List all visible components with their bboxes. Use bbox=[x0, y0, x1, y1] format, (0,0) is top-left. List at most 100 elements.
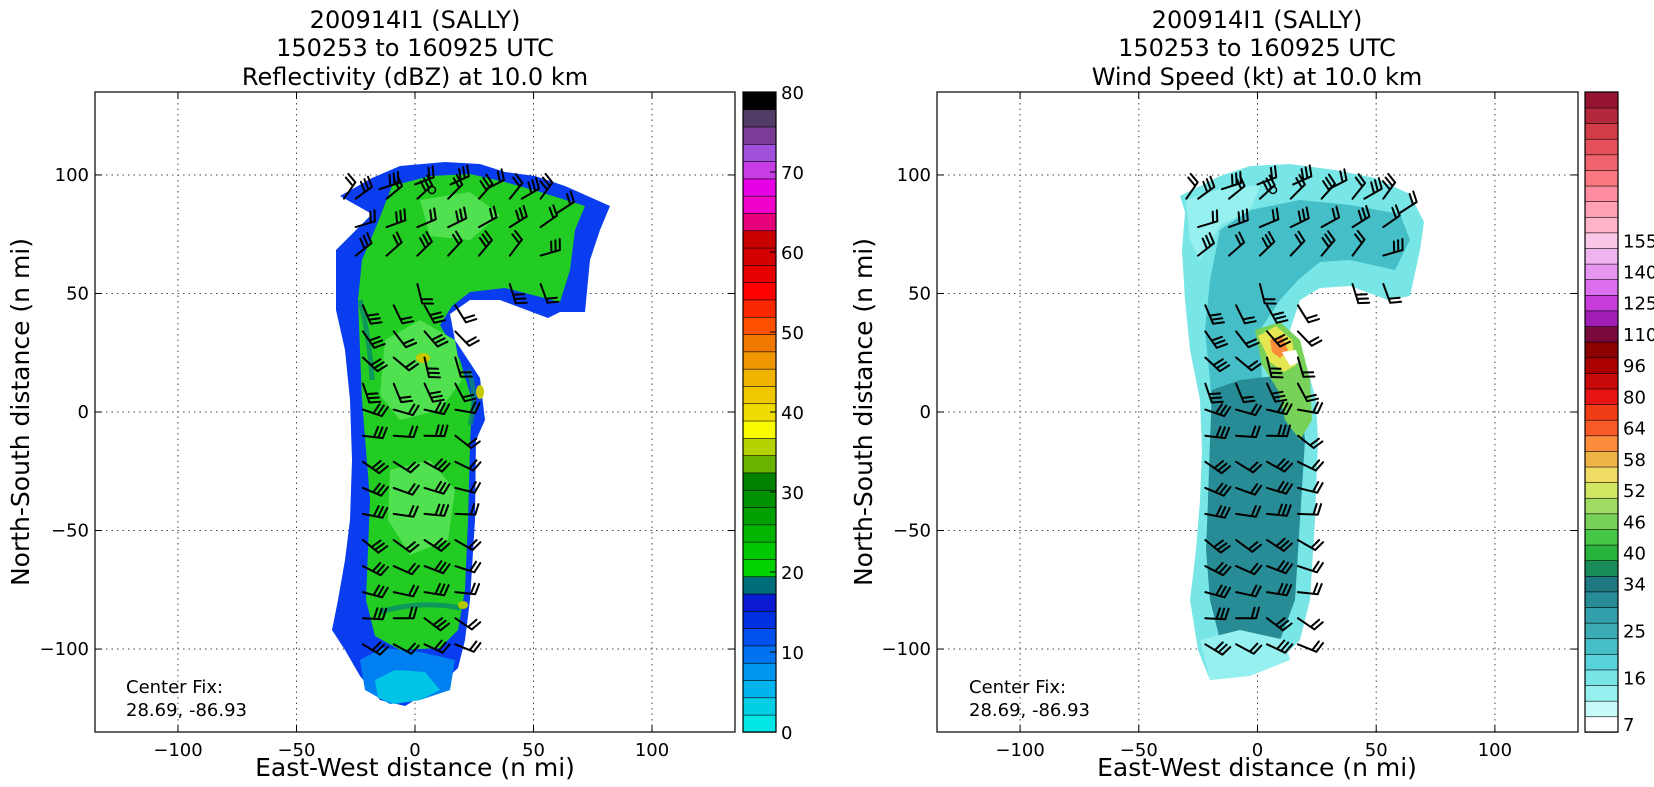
colorbar-swatch bbox=[742, 126, 777, 145]
wind-barb bbox=[478, 173, 494, 200]
colorbar-swatch bbox=[742, 264, 777, 283]
colorbar-swatch bbox=[1584, 341, 1619, 359]
wind-barb bbox=[1296, 640, 1324, 653]
wind-barb bbox=[454, 330, 480, 347]
colorbar-swatch bbox=[1584, 403, 1619, 421]
wind-barb bbox=[508, 173, 524, 200]
wind-center-fix-label: Center Fix: bbox=[969, 677, 1066, 698]
colorbar-swatch bbox=[1584, 700, 1619, 718]
x-tick-label: −50 bbox=[277, 740, 315, 761]
colorbar-swatch bbox=[1584, 669, 1619, 686]
wind-barb bbox=[361, 382, 382, 404]
wind-barb bbox=[539, 283, 560, 304]
wind-barb bbox=[416, 207, 437, 229]
colorbar-swatch bbox=[742, 524, 777, 543]
wind-barb bbox=[454, 304, 478, 324]
colorbar-swatch bbox=[742, 333, 777, 353]
wind-barb bbox=[361, 607, 388, 621]
wind-barb bbox=[354, 175, 373, 200]
reflectivity-field bbox=[332, 162, 610, 706]
wind-barb bbox=[361, 403, 389, 418]
wind-barb bbox=[1351, 283, 1371, 305]
wind-barb bbox=[539, 172, 554, 200]
wind-barb bbox=[454, 434, 481, 449]
colorbar-tick-label: 96 bbox=[1623, 356, 1646, 377]
wind-barb bbox=[1296, 539, 1324, 551]
wind-barb bbox=[1266, 639, 1294, 654]
colorbar-swatch bbox=[742, 281, 777, 301]
wind-barb bbox=[454, 503, 480, 516]
colorbar-swatch bbox=[1584, 154, 1619, 171]
wind-barb bbox=[1235, 330, 1260, 349]
colorbar-swatch bbox=[742, 558, 777, 578]
colorbar-swatch bbox=[1584, 357, 1619, 374]
reflectivity-light-patch bbox=[388, 460, 455, 555]
colorbar-tick-label: 25 bbox=[1623, 622, 1646, 643]
wind-barb bbox=[423, 560, 451, 575]
wind-barb bbox=[361, 356, 388, 373]
wind-barb bbox=[1197, 232, 1215, 257]
colorbar-swatch bbox=[742, 108, 777, 128]
wind-barb bbox=[1266, 356, 1284, 379]
wind-barb bbox=[416, 283, 435, 305]
wind-barb bbox=[1258, 207, 1280, 229]
colorbar-swatch bbox=[1584, 232, 1619, 249]
wind-barb bbox=[1266, 560, 1294, 575]
wind-center-fix-value: 28.69, -86.93 bbox=[969, 700, 1090, 721]
wind-barb bbox=[361, 304, 383, 325]
colorbar-swatch bbox=[742, 627, 777, 647]
colorbar-swatch bbox=[742, 299, 777, 318]
wind-barb bbox=[454, 640, 482, 653]
wind-barb bbox=[423, 401, 451, 416]
wind-barb bbox=[423, 330, 449, 348]
x-tick-label: 50 bbox=[1365, 740, 1388, 761]
wind-barb bbox=[1296, 617, 1324, 631]
wind-barb bbox=[1228, 208, 1249, 229]
reflectivity-panel: 200914I1 (SALLY) 150253 to 160925 UTC Re… bbox=[6, 6, 804, 782]
wind-barb bbox=[1351, 205, 1371, 229]
wind-barb bbox=[1197, 175, 1216, 200]
wind-barb bbox=[1258, 283, 1277, 305]
colorbar-swatch bbox=[1584, 294, 1619, 312]
wind-barb bbox=[1258, 174, 1276, 200]
wind-barb bbox=[361, 584, 389, 599]
colorbar-tick-label: 10 bbox=[781, 643, 804, 664]
colorbar-swatch bbox=[742, 576, 777, 595]
colorbar-swatch bbox=[1584, 388, 1619, 405]
wind-barb bbox=[392, 606, 418, 620]
colorbar-swatch bbox=[742, 420, 777, 439]
colorbar-swatch bbox=[742, 593, 777, 612]
wind-barb bbox=[1235, 356, 1262, 372]
colorbar-swatch bbox=[742, 143, 777, 162]
wind-barb bbox=[342, 172, 357, 200]
colorbar-swatch bbox=[1584, 684, 1619, 702]
colorbar-swatch bbox=[1584, 481, 1619, 499]
colorbar-swatch bbox=[1584, 169, 1619, 187]
colorbar-tick-label: 80 bbox=[781, 83, 804, 104]
center-marker bbox=[1268, 185, 1278, 195]
wind-barb bbox=[454, 382, 477, 403]
wind-barb bbox=[1296, 356, 1316, 378]
wind-barb bbox=[392, 403, 420, 417]
colorbar-tick-label: 30 bbox=[781, 483, 804, 504]
wind-barb bbox=[1289, 174, 1306, 200]
colorbar-swatch bbox=[1584, 528, 1619, 546]
wind-axis-ticks: −100 −50 0 50 100 −100 −50 0 50 100 bbox=[882, 92, 1578, 761]
colorbar-tick-label: 110 bbox=[1623, 325, 1654, 346]
wind-barb bbox=[1235, 642, 1263, 655]
wind-barb bbox=[454, 539, 482, 551]
y-tick-label: 100 bbox=[55, 165, 89, 186]
colorbar-tick-label: 58 bbox=[1623, 450, 1646, 471]
y-tick-label: −50 bbox=[893, 521, 931, 542]
colorbar-swatch bbox=[742, 212, 777, 232]
x-tick-label: −100 bbox=[995, 740, 1044, 761]
wind-title-line-2: 150253 to 160925 UTC bbox=[1118, 34, 1396, 62]
wind-field bbox=[1180, 164, 1424, 680]
colorbar-swatch bbox=[742, 472, 777, 491]
colorbar-swatch bbox=[1584, 107, 1619, 124]
colorbar-tick-label: 40 bbox=[781, 403, 804, 424]
y-tick-label: 0 bbox=[920, 402, 931, 423]
wind-barb bbox=[423, 458, 451, 473]
wind-barb bbox=[1204, 304, 1225, 325]
colorbar-tick-label: 34 bbox=[1623, 575, 1646, 596]
